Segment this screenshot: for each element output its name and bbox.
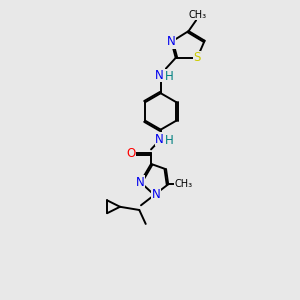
Text: N: N: [136, 176, 145, 189]
Text: H: H: [164, 134, 173, 147]
Text: O: O: [126, 147, 135, 160]
Text: N: N: [152, 188, 160, 202]
Text: N: N: [155, 68, 164, 82]
Text: CH₃: CH₃: [188, 10, 206, 20]
Text: CH₃: CH₃: [175, 179, 193, 189]
Text: S: S: [194, 51, 201, 64]
Text: N: N: [167, 35, 176, 48]
Text: N: N: [155, 133, 164, 146]
Text: H: H: [164, 70, 173, 83]
